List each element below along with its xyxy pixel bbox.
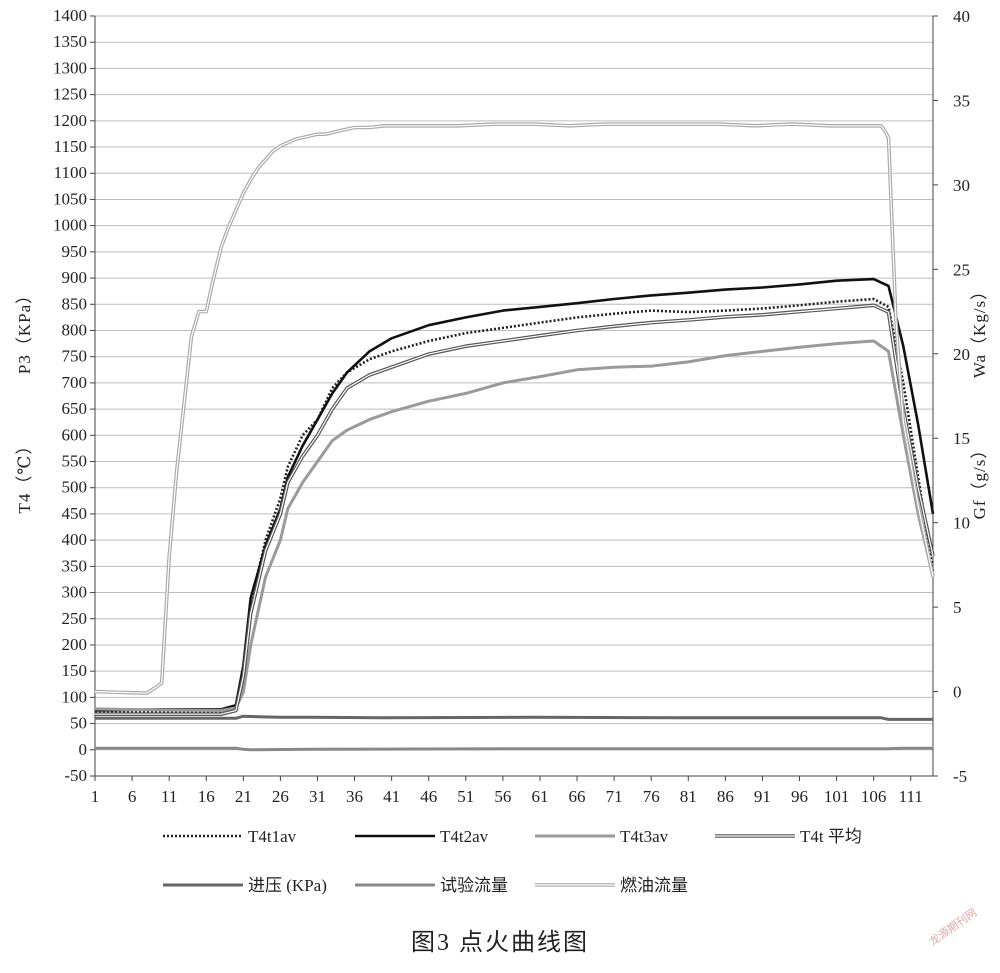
- left-tick-label: 300: [62, 583, 88, 602]
- right-tick-label: 10: [953, 514, 970, 533]
- right-tick-label: 40: [953, 7, 970, 26]
- axes: [90, 15, 938, 781]
- x-tick-label: 106: [861, 787, 887, 806]
- left-tick-label: -50: [64, 766, 87, 785]
- x-tick-label: 16: [198, 787, 215, 806]
- x-tick-label: 46: [420, 787, 437, 806]
- legend-进压-kpa-label: 进压 (KPa): [248, 876, 327, 895]
- series-t4t-平均-inner: [95, 304, 934, 715]
- legend-t4t-平均: T4t 平均: [715, 827, 862, 846]
- left-axis-title-t4: T4（℃）: [15, 437, 34, 514]
- left-tick-label: 850: [62, 294, 88, 313]
- left-tick-label: 1150: [54, 137, 87, 156]
- x-tick-label: 41: [383, 787, 400, 806]
- left-tick-label: 200: [62, 635, 88, 654]
- left-tick-label: 150: [62, 661, 88, 680]
- watermark: 龙源期刊网: [926, 905, 979, 948]
- right-tick-label: 30: [953, 176, 970, 195]
- left-tick-label: 1350: [53, 32, 87, 51]
- left-tick-label: 500: [62, 478, 88, 497]
- x-tick-label: 21: [235, 787, 252, 806]
- right-tick-label: 5: [953, 598, 962, 617]
- left-tick-label: 450: [62, 504, 88, 523]
- left-tick-label: 1050: [53, 189, 87, 208]
- left-tick-label: 1250: [53, 85, 87, 104]
- left-tick-label: 650: [62, 399, 88, 418]
- x-tick-label: 1: [91, 787, 100, 806]
- x-tick-label: 36: [346, 787, 363, 806]
- legend-t4t-平均-label: T4t 平均: [800, 827, 862, 846]
- series-燃油流量-inner: [94, 123, 934, 694]
- series-lines: [94, 122, 935, 752]
- x-tick-label: 31: [309, 787, 326, 806]
- x-tick-label: 61: [531, 787, 548, 806]
- right-axis-title-wa: Wa（Kg/s）: [970, 282, 989, 378]
- x-tick-label: 91: [754, 787, 771, 806]
- x-tick-label: 6: [128, 787, 137, 806]
- legend-进压-kpa: 进压 (KPa): [163, 876, 327, 895]
- legend-燃油流量: 燃油流量: [535, 876, 688, 895]
- left-tick-label: 50: [70, 714, 87, 733]
- right-axis-title-gf: Gf（g/s）: [970, 441, 989, 520]
- right-tick-label: 0: [953, 683, 962, 702]
- left-tick-label: 700: [62, 373, 88, 392]
- x-tick-label: 86: [717, 787, 734, 806]
- x-tick-label: 56: [494, 787, 511, 806]
- right-tick-label: 25: [953, 260, 970, 279]
- x-tick-label: 76: [643, 787, 660, 806]
- left-tick-label: 1200: [53, 111, 87, 130]
- x-tick-label: 51: [457, 787, 474, 806]
- right-tick-label: 15: [953, 429, 970, 448]
- left-tick-label: 100: [62, 687, 88, 706]
- left-tick-label: 750: [62, 347, 88, 366]
- left-tick-label: 0: [79, 740, 88, 759]
- legend-试验流量: 试验流量: [355, 876, 508, 895]
- tick-labels: -500501001502002503003504004505005506006…: [53, 6, 970, 806]
- x-tick-label: 81: [680, 787, 697, 806]
- left-tick-label: 800: [62, 320, 88, 339]
- x-tick-label: 96: [791, 787, 808, 806]
- series-t4t2av: [94, 277, 935, 712]
- legend-燃油流量-label: 燃油流量: [620, 876, 688, 895]
- x-tick-label: 26: [272, 787, 289, 806]
- legend-t4t3av-label: T4t3av: [620, 827, 669, 846]
- legend-t4t3av: T4t3av: [535, 827, 669, 846]
- series-t4t3av: [94, 339, 935, 712]
- series-试验流量: [95, 746, 933, 752]
- left-tick-label: 250: [62, 609, 88, 628]
- x-tick-label: 71: [606, 787, 623, 806]
- left-tick-label: 350: [62, 556, 88, 575]
- legend-t4t1av-label: T4t1av: [248, 827, 297, 846]
- left-tick-label: 400: [62, 530, 88, 549]
- left-tick-label: 1000: [53, 216, 87, 235]
- x-tick-label: 11: [161, 787, 177, 806]
- left-tick-label: 900: [62, 268, 88, 287]
- left-tick-label: 950: [62, 242, 88, 261]
- left-tick-label: 600: [62, 425, 88, 444]
- left-tick-label: 1100: [54, 163, 87, 182]
- x-tick-label: 111: [899, 787, 923, 806]
- series-进压-kpa: [95, 714, 933, 721]
- legend-t4t2av: T4t2av: [355, 827, 489, 846]
- right-tick-label: 20: [953, 345, 970, 364]
- left-axis-title-p3: P3（KPa）: [15, 286, 34, 374]
- x-tick-label: 101: [824, 787, 850, 806]
- right-tick-label: -5: [953, 767, 967, 786]
- legend-t4t2av-label: T4t2av: [440, 827, 489, 846]
- grid: [95, 15, 933, 777]
- legend-试验流量-label: 试验流量: [440, 876, 508, 895]
- series-t4t-平均: [95, 303, 935, 717]
- figure-caption: 图3 点火曲线图: [411, 929, 589, 956]
- series-t4t1av: [94, 297, 935, 715]
- left-tick-label: 1400: [53, 6, 87, 25]
- left-tick-label: 550: [62, 452, 88, 471]
- x-tick-label: 66: [569, 787, 586, 806]
- right-tick-label: 35: [953, 91, 970, 110]
- left-tick-label: 1300: [53, 58, 87, 77]
- legend-t4t1av: T4t1av: [163, 827, 297, 846]
